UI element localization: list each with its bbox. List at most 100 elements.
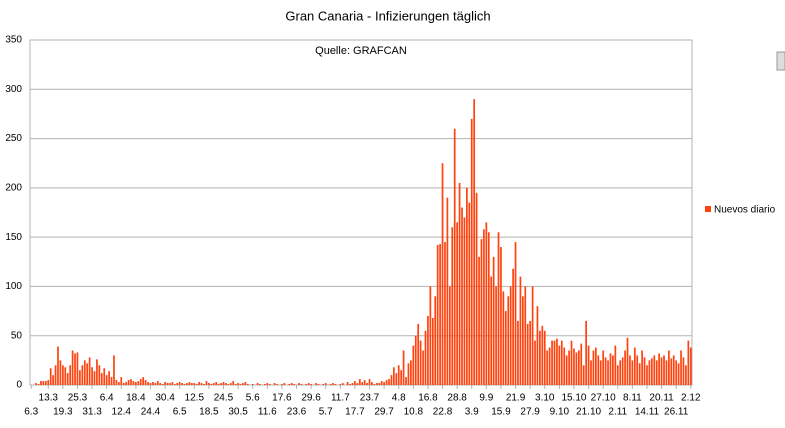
bar xyxy=(137,381,140,385)
bar xyxy=(273,383,276,385)
bar xyxy=(665,360,668,385)
bar xyxy=(526,323,529,385)
bar xyxy=(599,360,602,385)
bar xyxy=(44,381,47,385)
bar xyxy=(475,192,478,385)
x-tick-label: 28.8 xyxy=(447,393,467,404)
bar xyxy=(607,360,609,385)
bar xyxy=(268,384,271,385)
bar xyxy=(361,382,364,385)
bar xyxy=(108,371,110,385)
bar xyxy=(677,363,680,385)
bar xyxy=(300,384,303,385)
y-tick-label: 300 xyxy=(5,84,22,95)
bar xyxy=(495,286,497,385)
bar xyxy=(166,383,169,385)
bar xyxy=(531,286,534,385)
x-tick-label: 30.5 xyxy=(228,407,248,418)
bar xyxy=(195,384,198,385)
y-tick-label: 250 xyxy=(5,133,22,144)
bar xyxy=(590,360,592,385)
bar xyxy=(62,365,64,385)
bar xyxy=(504,311,507,385)
bar xyxy=(171,382,174,385)
bar xyxy=(307,383,310,385)
bar xyxy=(483,229,485,385)
bar xyxy=(417,323,420,385)
x-tick-label: 3.9 xyxy=(465,407,479,418)
bar xyxy=(458,182,461,385)
x-tick-label: 15.10 xyxy=(561,393,586,404)
x-tick-label: 27.9 xyxy=(520,407,540,418)
x-tick-label: 26.11 xyxy=(664,407,689,418)
bar xyxy=(222,382,225,385)
bar xyxy=(176,383,179,385)
x-tick-label: 29.7 xyxy=(374,407,394,418)
bar xyxy=(480,239,483,385)
bar xyxy=(317,384,320,385)
bar xyxy=(619,360,622,385)
bar xyxy=(424,330,427,385)
bar xyxy=(604,357,607,385)
x-tick-label: 5.6 xyxy=(246,393,260,404)
x-tick-label: 25.3 xyxy=(68,393,88,404)
bar xyxy=(466,187,468,385)
bar xyxy=(186,383,188,385)
annotation: Quelle: GRAFCAN xyxy=(315,45,407,57)
bar xyxy=(341,383,344,385)
bar xyxy=(76,352,79,385)
bar xyxy=(653,355,656,385)
bar xyxy=(322,384,325,385)
bar xyxy=(641,350,643,385)
bar xyxy=(439,244,441,385)
bar xyxy=(646,365,648,385)
bar xyxy=(368,379,371,385)
x-tick-label: 13.3 xyxy=(39,393,59,404)
bar xyxy=(663,355,665,385)
bar xyxy=(290,383,293,385)
bar xyxy=(633,347,636,385)
bar xyxy=(672,355,675,385)
bar xyxy=(346,382,349,385)
bar xyxy=(283,383,286,385)
bar xyxy=(539,330,541,385)
bar xyxy=(388,379,390,385)
bar xyxy=(650,358,653,385)
bar xyxy=(210,384,213,385)
bar xyxy=(57,346,59,385)
bar xyxy=(91,367,93,385)
bar xyxy=(422,350,424,385)
bar xyxy=(441,163,444,385)
bar xyxy=(682,357,685,385)
bar xyxy=(225,383,227,385)
bar xyxy=(529,320,532,385)
bar xyxy=(120,377,123,385)
bar xyxy=(553,340,556,385)
bar xyxy=(40,381,42,385)
x-tick-label: 24.4 xyxy=(141,407,161,418)
bar xyxy=(88,357,91,385)
bar xyxy=(660,357,663,385)
bar xyxy=(400,370,403,385)
bar xyxy=(152,382,154,385)
bar xyxy=(229,383,232,385)
bar xyxy=(385,380,388,385)
bar xyxy=(305,384,308,385)
bar xyxy=(234,384,237,385)
bar xyxy=(113,355,115,385)
bar xyxy=(139,379,142,385)
bar xyxy=(390,375,393,385)
x-tick-label: 20.11 xyxy=(649,393,674,404)
bar xyxy=(276,384,278,385)
bar xyxy=(451,227,454,385)
bar xyxy=(668,350,670,385)
bar xyxy=(154,383,157,385)
bar xyxy=(117,382,120,385)
bar xyxy=(42,381,45,385)
bar xyxy=(556,338,558,385)
x-tick-label: 16.8 xyxy=(418,393,438,404)
bar xyxy=(205,381,208,385)
bar xyxy=(487,232,490,385)
bar xyxy=(577,350,580,385)
